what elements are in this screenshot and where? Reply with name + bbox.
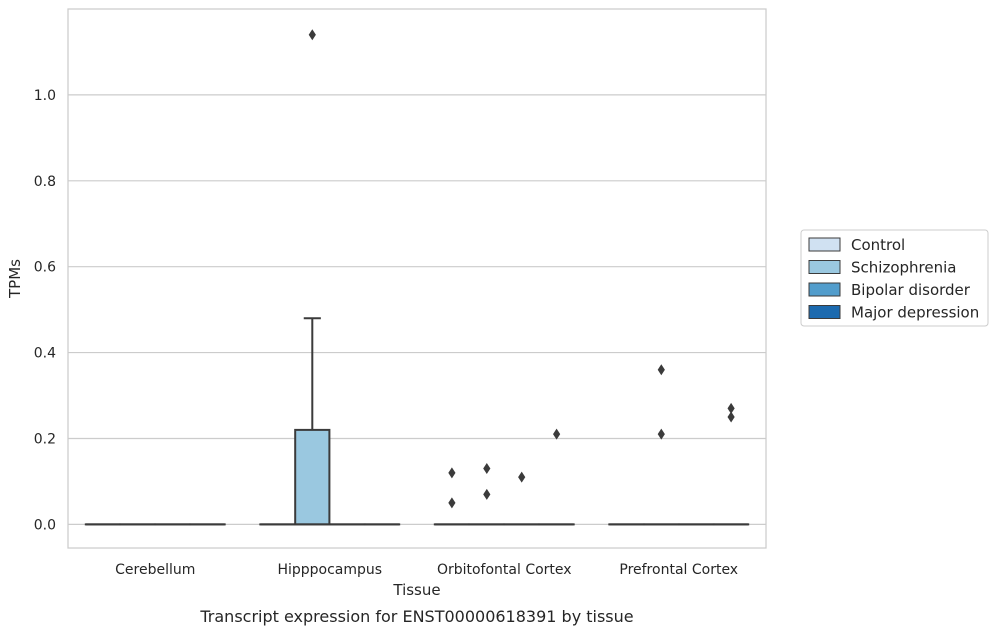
box-major-depression-prefrontal-cortex — [712, 402, 750, 526]
legend-swatch-schizophrenia — [808, 260, 841, 274]
legend-swatch-major-depression — [808, 305, 841, 319]
legend-label-bipolar-disorder: Bipolar disorder — [851, 281, 971, 299]
x-tick-label-hipppocampus: Hipppocampus — [277, 562, 382, 578]
outlier-point — [483, 488, 491, 500]
outlier-point — [657, 428, 665, 440]
y-tick-label: 1.0 — [34, 88, 56, 104]
outlier-point — [553, 428, 561, 440]
outlier-point — [727, 402, 735, 414]
outlier-point — [308, 29, 316, 41]
y-tick-label: 0.8 — [34, 174, 56, 190]
box-bipolar-disorder-orbitofontal-cortex — [503, 471, 540, 526]
x-axis-label: Tissue — [392, 581, 440, 599]
outlier-point — [518, 471, 526, 483]
y-axis-label: TPMs — [6, 259, 24, 299]
grid-lines — [68, 94, 766, 525]
outlier-point — [448, 497, 456, 509]
y-tick-label: 0.6 — [34, 260, 56, 276]
outlier-point — [657, 364, 665, 376]
box-body — [294, 428, 331, 526]
legend-swatch-bipolar-disorder — [808, 282, 841, 297]
outlier-point — [448, 467, 456, 479]
legend-frame — [800, 229, 989, 327]
box-schizophrenia-prefrontal-cortex — [643, 364, 680, 526]
y-tick-label: 0.0 — [34, 517, 56, 533]
outlier-point — [483, 463, 491, 475]
box-major-depression-orbitofontal-cortex — [538, 428, 575, 526]
x-tick-label-prefrontal-cortex: Prefrontal Cortex — [619, 562, 738, 578]
legend-label-schizophrenia: Schizophrenia — [851, 259, 956, 277]
box-schizophrenia-hipppocampus — [294, 29, 331, 526]
plot-area — [84, 29, 750, 526]
y-tick-label: 0.2 — [34, 431, 56, 447]
x-tick-label-cerebellum: Cerebellum — [115, 562, 195, 578]
box-control-orbitofontal-cortex — [433, 467, 471, 526]
plot-frame — [67, 8, 767, 549]
legend-label-control: Control — [851, 236, 905, 254]
box-schizophrenia-orbitofontal-cortex — [468, 463, 505, 526]
y-tick-label: 0.4 — [34, 346, 56, 362]
legend: Control Schizophrenia Bipolar disorder Majo… — [800, 229, 989, 327]
legend-label-major-depression: Major depression — [851, 304, 979, 322]
x-axis-ticks: Cerebellum Hipppocampus Orbitofontal Corte… — [115, 562, 738, 578]
y-axis-ticks: 0.0 0.2 0.4 0.6 0.8 1.0 — [34, 88, 56, 533]
outlier-point — [727, 411, 735, 423]
x-tick-label-orbitofontal-cortex: Orbitofontal Cortex — [437, 562, 572, 578]
legend-swatch-control — [808, 237, 841, 252]
figure-caption: Transcript expression for ENST0000061839… — [199, 607, 633, 626]
